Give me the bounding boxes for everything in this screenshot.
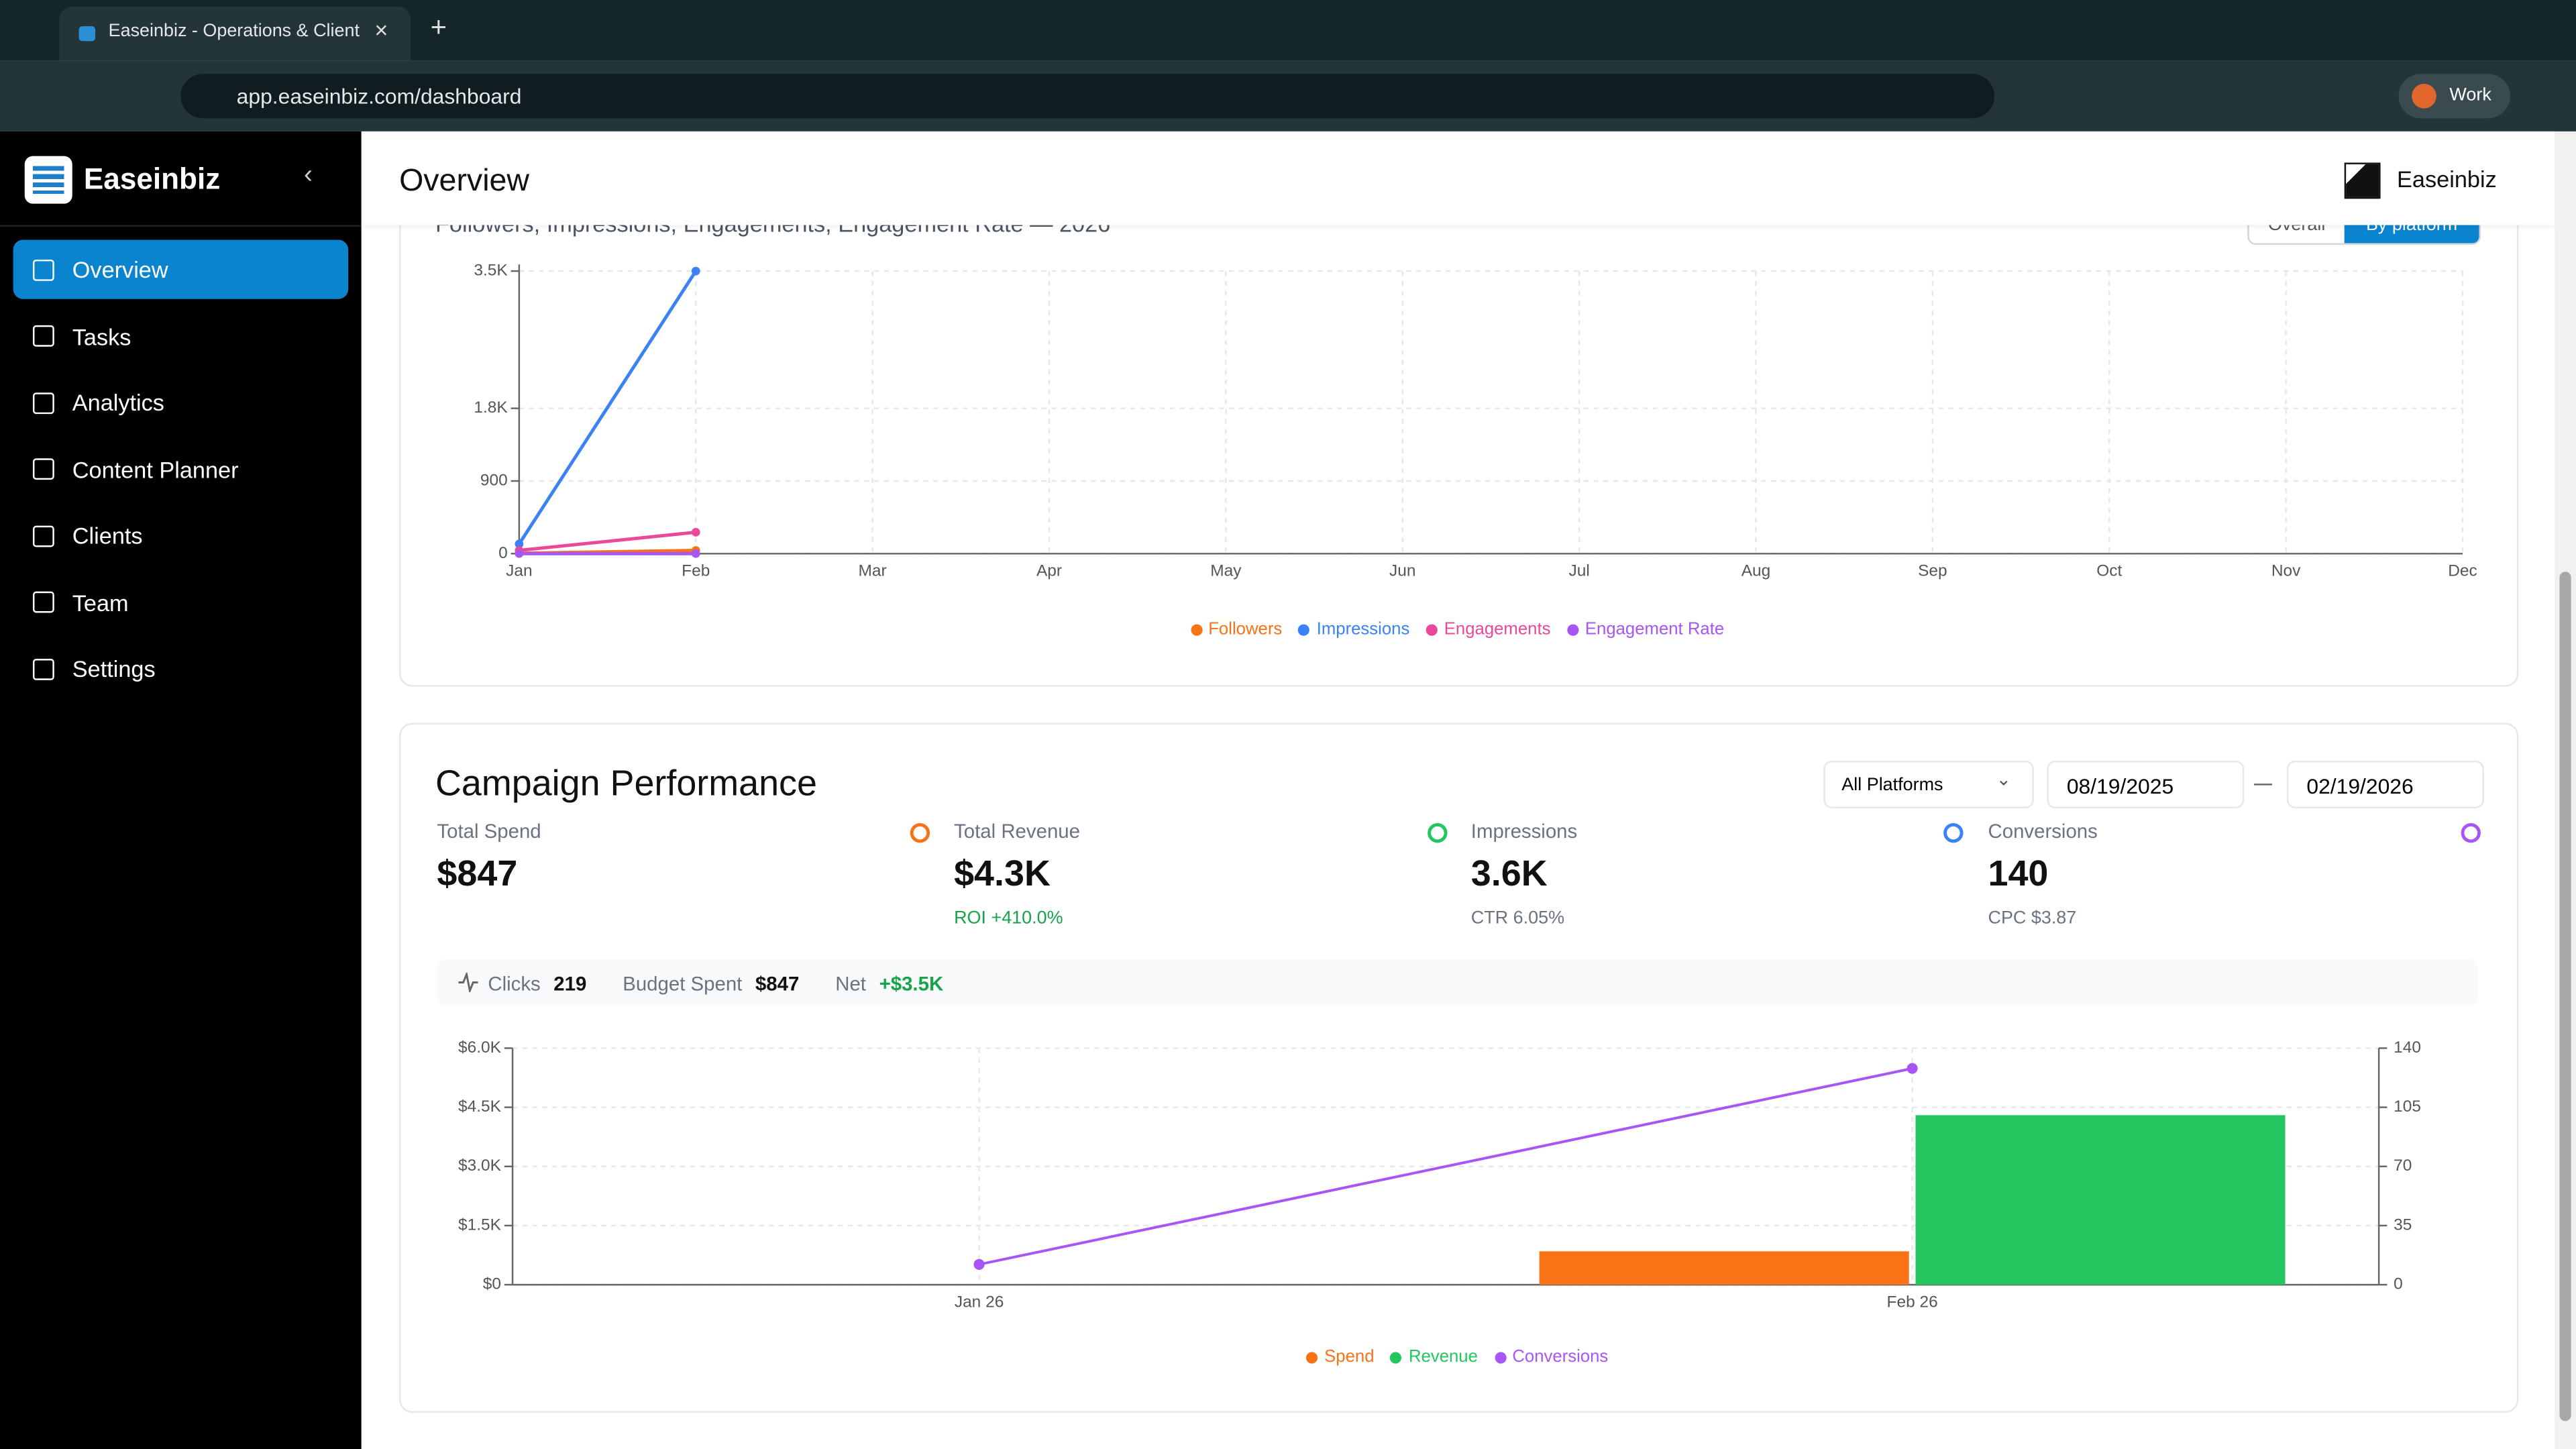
- legend-swatch: [1306, 1351, 1318, 1362]
- x-tick-label: Jan 26: [955, 1293, 1004, 1311]
- bar: [1916, 1115, 2286, 1285]
- legend-swatch: [1494, 1351, 1505, 1362]
- bar: [1540, 1251, 1909, 1285]
- legend-label: Spend: [1324, 1347, 1374, 1366]
- point: [1907, 1063, 1918, 1074]
- y2-tick-label: 105: [2394, 1097, 2421, 1116]
- legend-item: Revenue: [1391, 1347, 1478, 1366]
- legend-swatch: [1391, 1351, 1402, 1362]
- legend: Spend Revenue Conversions: [399, 1347, 2515, 1366]
- y2-tick-label: 35: [2394, 1216, 2412, 1234]
- scrollbar: [2555, 131, 2576, 1449]
- y2-tick-label: 0: [2394, 1275, 2403, 1293]
- legend-item: Spend: [1306, 1347, 1374, 1366]
- x-tick-label: Feb 26: [1887, 1293, 1938, 1311]
- y2-tick-label: 140: [2394, 1038, 2421, 1057]
- legend-label: Conversions: [1512, 1347, 1608, 1366]
- scroll-thumb[interactable]: [2560, 572, 2571, 1421]
- point: [974, 1259, 985, 1270]
- line: [979, 1069, 1913, 1265]
- y-tick-label: $1.5K: [458, 1216, 502, 1234]
- y-tick-label: $6.0K: [458, 1038, 502, 1057]
- legend-label: Revenue: [1409, 1347, 1478, 1366]
- y-tick-label: $4.5K: [458, 1097, 502, 1116]
- legend-item: Conversions: [1494, 1347, 1608, 1366]
- y-tick-label: $3.0K: [458, 1157, 502, 1175]
- y2-tick-label: 70: [2394, 1157, 2412, 1175]
- y-tick-label: $0: [483, 1275, 501, 1293]
